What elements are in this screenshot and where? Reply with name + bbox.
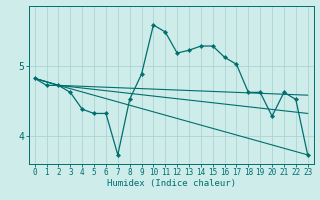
X-axis label: Humidex (Indice chaleur): Humidex (Indice chaleur): [107, 179, 236, 188]
